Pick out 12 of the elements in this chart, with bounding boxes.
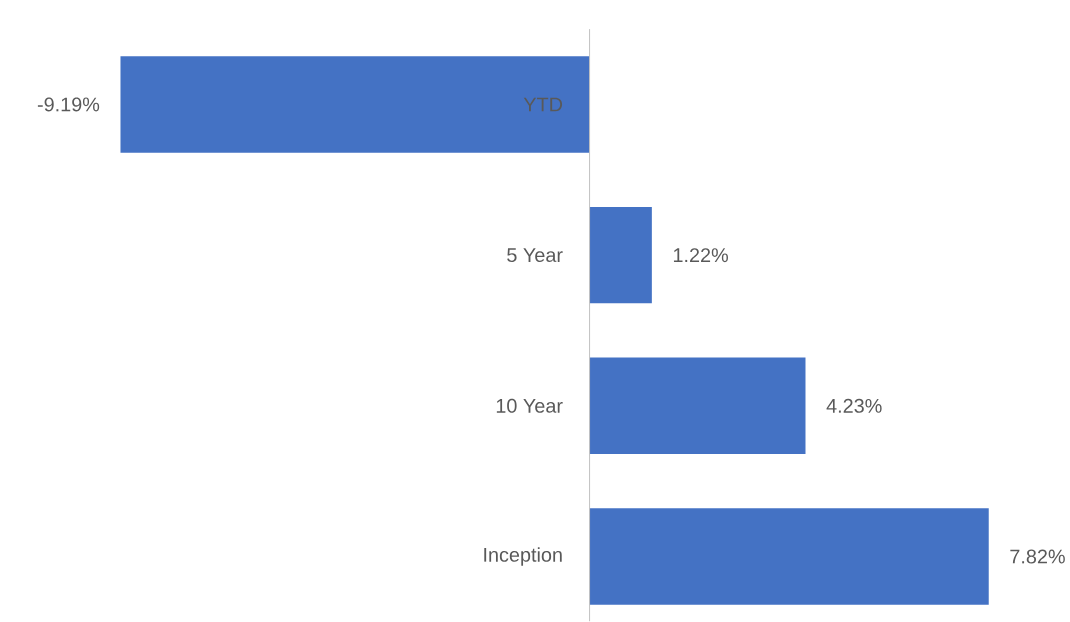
y-tick-label: 5 Year	[507, 248, 563, 263]
bar	[589, 207, 652, 304]
data-label: -9.19%	[37, 97, 100, 112]
y-tick-label: Inception	[484, 547, 562, 566]
data-label: 7.82%	[1010, 549, 1065, 564]
bar	[589, 357, 806, 455]
y-tick-label: YTD	[523, 97, 563, 112]
y-tick-label: 10 Year	[496, 398, 563, 413]
bar	[589, 508, 989, 605]
data-label: 1.22%	[673, 248, 728, 263]
bar	[120, 56, 590, 153]
data-label: 4.23%	[826, 398, 882, 413]
